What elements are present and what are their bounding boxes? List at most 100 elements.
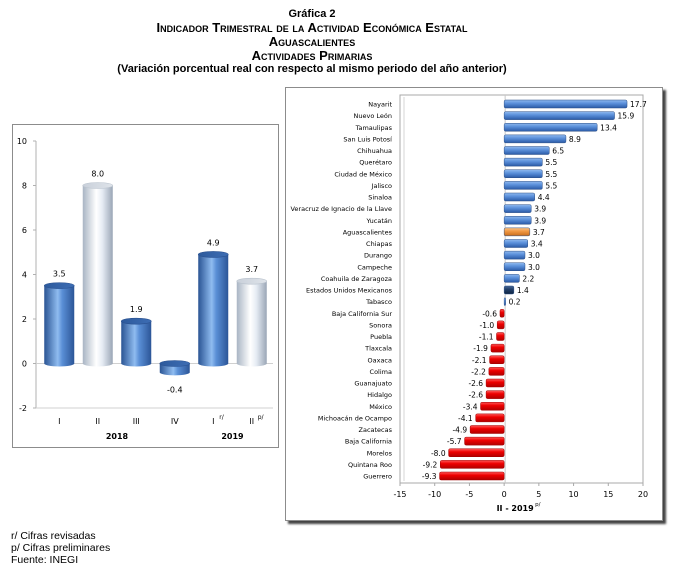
bar bbox=[503, 204, 532, 213]
bar bbox=[496, 332, 505, 341]
bars bbox=[43, 182, 268, 376]
category-label: Quintana Roo bbox=[348, 461, 392, 469]
footnote-source: Fuente: INEGI bbox=[11, 554, 79, 566]
x-tick-label: 5 bbox=[536, 490, 541, 499]
bar bbox=[503, 192, 535, 202]
bar bbox=[503, 274, 520, 283]
bar bbox=[503, 99, 628, 109]
bar-base bbox=[159, 369, 190, 376]
bar-base bbox=[121, 360, 152, 367]
bar bbox=[469, 425, 505, 434]
bar-top bbox=[43, 282, 75, 289]
chart-subtitle: (Variación porcentual real con respecto … bbox=[117, 63, 507, 75]
bar bbox=[439, 471, 505, 481]
x-tick-superscript: r/ bbox=[219, 414, 224, 421]
x-group-label: 2018 bbox=[106, 432, 129, 441]
category-label: Durango bbox=[364, 252, 392, 260]
data-label: -1.9 bbox=[473, 344, 488, 353]
x-tick-label: I bbox=[58, 417, 60, 426]
chart-title-sector: Actividades Primarias bbox=[251, 48, 373, 63]
figure-label: Gráfica 2 bbox=[288, 8, 336, 20]
data-label: 4.9 bbox=[207, 238, 220, 247]
category-label: Jalisco bbox=[371, 182, 392, 190]
data-label: -4.1 bbox=[458, 414, 473, 423]
x-tick-label: 15 bbox=[603, 490, 613, 499]
data-label: 5.5 bbox=[545, 158, 557, 167]
category-label: Sinaloa bbox=[368, 194, 392, 202]
footnote-preliminary: p/ Cifras preliminares bbox=[11, 542, 111, 554]
bar bbox=[121, 321, 152, 364]
data-label: 4.4 bbox=[538, 193, 550, 202]
category-label: Estados Unidos Mexicanos bbox=[306, 287, 393, 295]
x-tick-label: -10 bbox=[428, 490, 441, 499]
x-tick-label: IV bbox=[171, 417, 179, 426]
bar-top bbox=[236, 277, 268, 285]
bar bbox=[503, 134, 567, 144]
x-axis-title-superscript: p/ bbox=[535, 502, 540, 508]
category-label: Chiapas bbox=[366, 240, 393, 248]
data-label: 3.5 bbox=[53, 270, 66, 279]
state-ranking-chart-frame: -15 -10 -5 0 5 10 15 20 II - 2019 p/Nayarit 17.7 Nu… bbox=[285, 87, 663, 521]
bar bbox=[496, 320, 505, 330]
bar bbox=[503, 123, 598, 132]
data-label: 3.9 bbox=[534, 216, 546, 225]
category-label: Morelos bbox=[367, 449, 393, 457]
data-label: 1.9 bbox=[130, 305, 143, 314]
chart-title: Indicador Trimestral de la Actividad Eco… bbox=[156, 20, 468, 35]
category-label: Colima bbox=[370, 368, 392, 376]
chart-title-state: Aguascalientes bbox=[268, 34, 356, 49]
category-label: Aguascalientes bbox=[343, 228, 393, 236]
data-label: -0.6 bbox=[482, 309, 497, 318]
data-label: -1.0 bbox=[480, 321, 495, 330]
bar bbox=[236, 281, 267, 364]
bar bbox=[503, 250, 526, 260]
bar-base bbox=[236, 360, 267, 367]
category-label: Yucatán bbox=[365, 217, 392, 225]
category-label: Coahuila de Zaragoza bbox=[321, 275, 392, 283]
category-label: Tabasco bbox=[365, 298, 392, 306]
x-axis-title: II - 2019 bbox=[497, 504, 535, 513]
x-tick-superscript: p/ bbox=[258, 414, 265, 421]
bar bbox=[503, 181, 543, 190]
category-label: Baja California bbox=[345, 438, 392, 446]
footnotes: r/ Cifras revisadas p/ Cifras preliminar… bbox=[11, 530, 110, 566]
plot-area: -15 -10 -5 0 5 10 15 20 II - 2019 p/Nayarit 17.7 Nu… bbox=[290, 94, 648, 513]
quarterly-bar-chart: -2 0 2 4 6 8 10 3.5 I 8.0 II 1.9 III -0.4 IV 4.9 I r/3.7… bbox=[17, 137, 273, 442]
data-label: 17.7 bbox=[630, 100, 647, 109]
category-label: Querétaro bbox=[359, 159, 392, 167]
category-label: Tamaulipas bbox=[355, 124, 393, 132]
data-label: -2.6 bbox=[468, 379, 483, 388]
bar bbox=[503, 285, 515, 295]
data-label: -5.7 bbox=[447, 437, 462, 446]
x-tick-label: II bbox=[249, 417, 254, 426]
bar bbox=[503, 239, 528, 248]
bar bbox=[503, 157, 543, 167]
bar bbox=[82, 185, 113, 364]
x-tick-label: -15 bbox=[393, 490, 406, 499]
x-tick-label: II bbox=[95, 417, 100, 426]
bar-base bbox=[82, 360, 113, 367]
bar bbox=[503, 169, 543, 178]
data-label: -1.1 bbox=[479, 333, 494, 342]
data-label: -0.4 bbox=[167, 385, 183, 394]
x-tick-label: I bbox=[212, 417, 214, 426]
data-label: 5.5 bbox=[545, 181, 557, 190]
data-label: 3.0 bbox=[528, 251, 540, 260]
bar bbox=[448, 448, 505, 457]
data-label: 8.0 bbox=[91, 170, 104, 179]
bar-top bbox=[82, 182, 114, 189]
bar bbox=[440, 460, 505, 469]
category-label: Puebla bbox=[370, 333, 392, 341]
bar bbox=[503, 216, 532, 225]
labels: 3.5 I 8.0 II 1.9 III -0.4 IV 4.9 I r/3.7 II p/2018 20… bbox=[53, 170, 265, 442]
bar bbox=[490, 343, 505, 353]
category-label: Baja California Sur bbox=[332, 310, 392, 318]
state-ranking-bar-chart: -15 -10 -5 0 5 10 15 20 II - 2019 p/Nayarit 17.7 Nu… bbox=[290, 94, 648, 513]
category-label: Sonora bbox=[369, 321, 392, 329]
category-label: Tlaxcala bbox=[364, 345, 392, 353]
bar bbox=[499, 309, 505, 318]
y-tick-label: 10 bbox=[17, 137, 27, 146]
data-label: -3.4 bbox=[463, 402, 478, 411]
bar bbox=[159, 363, 190, 373]
